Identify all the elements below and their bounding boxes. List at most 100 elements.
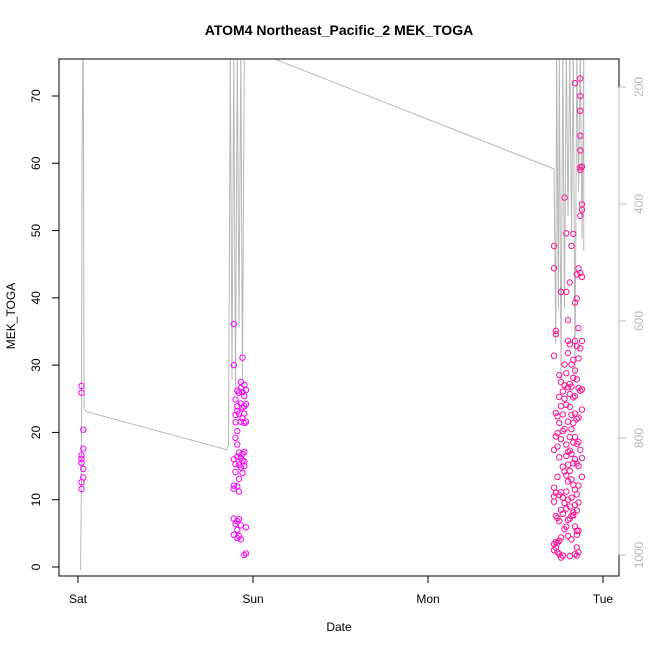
data-point bbox=[568, 411, 575, 419]
data-point bbox=[559, 427, 566, 435]
data-point bbox=[566, 467, 573, 474]
data-point bbox=[563, 472, 570, 479]
data-point bbox=[573, 343, 580, 350]
data-point bbox=[552, 433, 559, 440]
data-point bbox=[563, 523, 570, 530]
data-point bbox=[577, 166, 584, 174]
data-point bbox=[561, 499, 568, 507]
data-point bbox=[564, 316, 572, 324]
y-axis-label: MEK_TOGA bbox=[4, 283, 18, 349]
data-point bbox=[554, 514, 561, 522]
data-point bbox=[573, 376, 580, 383]
data-point bbox=[78, 485, 85, 493]
data-point bbox=[241, 403, 248, 410]
data-point bbox=[571, 337, 579, 345]
data-point bbox=[241, 419, 248, 427]
y-axis: 0 10 20 30 40 50 60 70 bbox=[29, 89, 60, 570]
data-point bbox=[235, 532, 243, 540]
data-point bbox=[564, 337, 572, 345]
data-point bbox=[564, 461, 572, 468]
data-point bbox=[578, 406, 586, 413]
data-point bbox=[232, 468, 239, 476]
data-point bbox=[577, 387, 584, 394]
data-point bbox=[557, 403, 565, 410]
data-point bbox=[573, 531, 580, 538]
right-tick-label: 400 bbox=[632, 194, 646, 214]
data-point bbox=[232, 396, 239, 403]
data-point bbox=[571, 367, 579, 374]
data-point bbox=[557, 554, 565, 561]
data-point bbox=[241, 392, 248, 400]
data-point bbox=[239, 404, 246, 411]
right-tick-label: 600 bbox=[632, 311, 646, 331]
plot-frame bbox=[58, 58, 620, 577]
data-point bbox=[552, 512, 559, 520]
data-point bbox=[563, 401, 570, 408]
data-point bbox=[230, 320, 238, 328]
data-point bbox=[577, 446, 584, 454]
data-point bbox=[571, 410, 579, 417]
data-point bbox=[239, 388, 246, 396]
data-point bbox=[563, 452, 570, 460]
data-point bbox=[570, 439, 577, 446]
right-tick-label: 800 bbox=[632, 428, 646, 448]
data-point bbox=[78, 382, 85, 390]
data-point bbox=[239, 469, 246, 476]
data-point bbox=[564, 384, 572, 391]
data-point bbox=[575, 549, 582, 556]
data-point bbox=[234, 526, 241, 534]
right-tick-label: 200 bbox=[632, 77, 646, 97]
data-point bbox=[563, 288, 570, 295]
data-point bbox=[577, 75, 584, 82]
data-point bbox=[556, 372, 563, 379]
x-tick-label: Mon bbox=[416, 592, 439, 606]
data-point bbox=[570, 509, 577, 516]
data-point bbox=[573, 491, 580, 498]
data-point bbox=[559, 510, 566, 517]
x-axis-label: Date bbox=[326, 620, 352, 634]
data-point bbox=[568, 242, 575, 250]
data-point bbox=[564, 448, 572, 456]
data-point bbox=[575, 355, 582, 362]
altitude-line bbox=[80, 59, 585, 570]
data-point bbox=[568, 494, 575, 501]
points-layer bbox=[78, 75, 586, 561]
data-point bbox=[578, 337, 586, 345]
data-point bbox=[577, 92, 584, 100]
data-point bbox=[577, 269, 584, 277]
data-point bbox=[573, 507, 580, 514]
data-point bbox=[550, 352, 558, 359]
data-point bbox=[566, 279, 573, 286]
data-point bbox=[239, 354, 246, 361]
data-point bbox=[577, 107, 584, 115]
data-point bbox=[550, 242, 558, 250]
data-point bbox=[554, 549, 561, 556]
x-tick-label: Tue bbox=[593, 592, 614, 606]
data-point bbox=[575, 414, 582, 421]
data-point bbox=[563, 488, 570, 495]
data-point bbox=[550, 484, 558, 491]
data-point bbox=[559, 411, 566, 418]
data-point bbox=[561, 194, 568, 201]
data-point bbox=[575, 438, 582, 445]
data-point bbox=[564, 532, 572, 540]
data-point bbox=[578, 454, 586, 462]
y-tick-label: 50 bbox=[29, 224, 43, 238]
data-point bbox=[573, 271, 580, 278]
data-point bbox=[556, 537, 563, 544]
data-point bbox=[568, 536, 575, 543]
data-point bbox=[571, 523, 579, 530]
data-point bbox=[242, 386, 250, 394]
data-point bbox=[568, 425, 575, 433]
data-point bbox=[550, 540, 558, 548]
data-point bbox=[230, 361, 238, 369]
data-point bbox=[550, 446, 558, 454]
data-point bbox=[559, 552, 566, 559]
data-point bbox=[80, 474, 87, 481]
data-point bbox=[566, 341, 573, 348]
data-point bbox=[241, 462, 248, 470]
data-point bbox=[563, 505, 570, 512]
data-point bbox=[578, 386, 586, 393]
data-point bbox=[577, 132, 584, 139]
y-tick-label: 30 bbox=[29, 358, 43, 372]
